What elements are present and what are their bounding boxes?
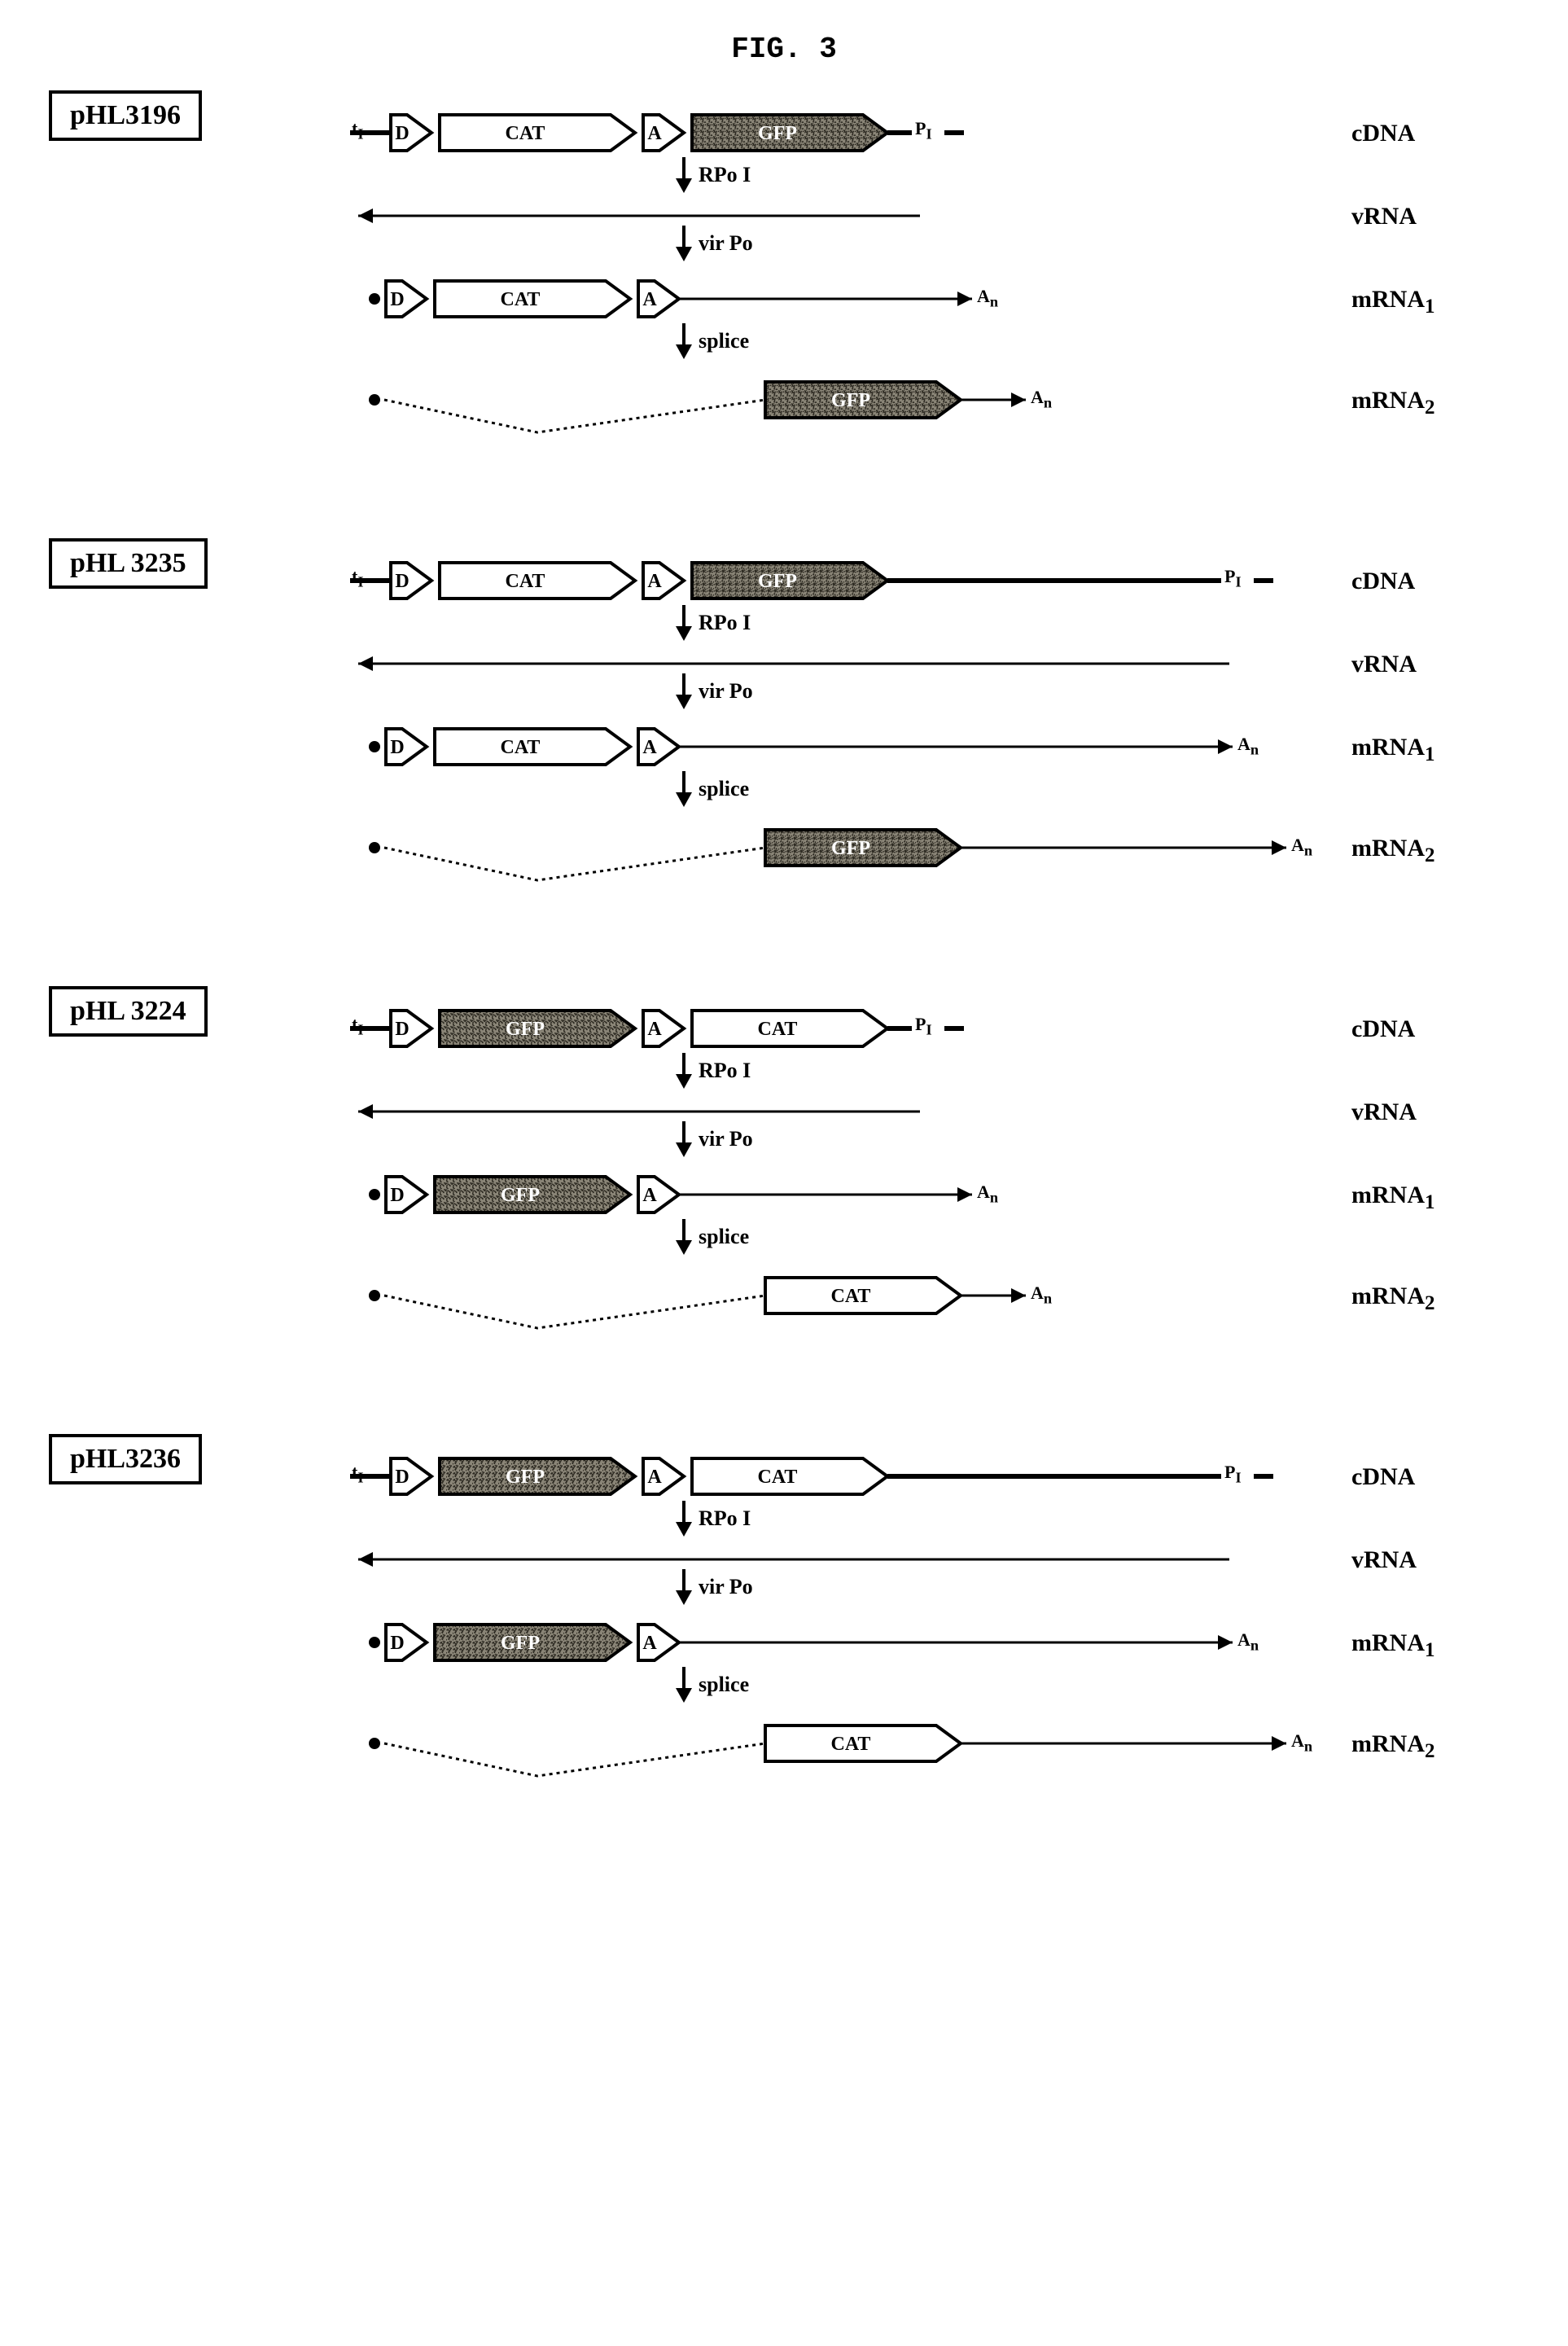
svg-text:D: D [390, 1185, 404, 1206]
construct-name-box: pHL3236 [49, 1434, 202, 1484]
svg-text:A: A [647, 1467, 662, 1488]
svg-text:CAT: CAT [758, 1019, 798, 1040]
label-mrna1: mRNA1 [1351, 734, 1435, 766]
svg-text:GFP: GFP [758, 123, 797, 144]
svg-text:GFP: GFP [501, 1633, 540, 1654]
svg-text:splice: splice [699, 329, 749, 353]
label-cdna: cDNA [1351, 568, 1415, 595]
label-cdna: cDNA [1351, 1463, 1415, 1491]
label-mrna2: mRNA2 [1351, 835, 1435, 867]
construct-diagram: tIDGFPACATPIRPo Ivir PoDGFPAAnspliceCATA… [342, 986, 1319, 1336]
label-vrna: vRNA [1351, 651, 1417, 678]
svg-text:A: A [647, 1019, 662, 1040]
svg-text:D: D [395, 571, 409, 592]
construct-name-box: pHL 3224 [49, 986, 208, 1037]
svg-text:A: A [642, 737, 657, 758]
label-vrna: vRNA [1351, 203, 1417, 230]
svg-text:vir Po: vir Po [699, 679, 753, 703]
constructs-container: pHL3196tIDCATAGFPPIRPo Ivir PoDCATAAnspl… [49, 90, 1519, 1784]
svg-text:splice: splice [699, 777, 749, 800]
svg-text:CAT: CAT [758, 1467, 798, 1488]
svg-text:D: D [395, 1467, 409, 1488]
svg-text:RPo I: RPo I [699, 1506, 751, 1530]
svg-text:RPo I: RPo I [699, 1059, 751, 1082]
svg-text:CAT: CAT [831, 1734, 871, 1755]
label-mrna1: mRNA1 [1351, 286, 1435, 318]
svg-text:vir Po: vir Po [699, 1127, 753, 1151]
construct-pHL 3224: pHL 3224tIDGFPACATPIRPo Ivir PoDGFPAAnsp… [49, 986, 1519, 1336]
svg-text:A: A [642, 289, 657, 310]
construct-pHL3236: pHL3236tIDGFPACATPIRPo Ivir PoDGFPAAnspl… [49, 1434, 1519, 1784]
svg-text:splice: splice [699, 1225, 749, 1248]
construct-diagram: tIDCATAGFPPIRPo Ivir PoDCATAAnspliceGFPA… [342, 90, 1319, 441]
svg-text:CAT: CAT [506, 571, 545, 592]
construct-diagram: tIDGFPACATPIRPo Ivir PoDGFPAAnspliceCATA… [342, 1434, 1319, 1784]
svg-text:vir Po: vir Po [699, 1575, 753, 1598]
label-cdna: cDNA [1351, 120, 1415, 147]
construct-diagram: tIDCATAGFPPIRPo Ivir PoDCATAAnspliceGFPA… [342, 538, 1319, 888]
svg-text:CAT: CAT [501, 737, 541, 758]
svg-text:RPo I: RPo I [699, 611, 751, 634]
label-mrna2: mRNA2 [1351, 1730, 1435, 1763]
svg-text:D: D [390, 289, 404, 310]
svg-text:vir Po: vir Po [699, 231, 753, 255]
svg-text:A: A [642, 1633, 657, 1654]
construct-name-box: pHL 3235 [49, 538, 208, 589]
svg-text:RPo I: RPo I [699, 163, 751, 186]
svg-text:GFP: GFP [506, 1019, 545, 1040]
label-vrna: vRNA [1351, 1546, 1417, 1574]
svg-text:GFP: GFP [506, 1467, 545, 1488]
svg-text:CAT: CAT [506, 123, 545, 144]
construct-name-box: pHL3196 [49, 90, 202, 141]
label-mrna2: mRNA2 [1351, 1283, 1435, 1315]
svg-text:A: A [647, 123, 662, 144]
svg-text:CAT: CAT [831, 1286, 871, 1307]
label-cdna: cDNA [1351, 1015, 1415, 1043]
svg-text:GFP: GFP [831, 838, 870, 859]
svg-text:D: D [390, 1633, 404, 1654]
svg-text:GFP: GFP [831, 390, 870, 411]
svg-text:splice: splice [699, 1673, 749, 1696]
label-vrna: vRNA [1351, 1098, 1417, 1126]
svg-text:CAT: CAT [501, 289, 541, 310]
svg-text:D: D [395, 1019, 409, 1040]
label-mrna2: mRNA2 [1351, 387, 1435, 419]
figure-title: FIG. 3 [49, 33, 1519, 66]
label-mrna1: mRNA1 [1351, 1629, 1435, 1662]
svg-text:GFP: GFP [758, 571, 797, 592]
svg-text:D: D [390, 737, 404, 758]
svg-text:GFP: GFP [501, 1185, 540, 1206]
svg-text:D: D [395, 123, 409, 144]
construct-pHL3196: pHL3196tIDCATAGFPPIRPo Ivir PoDCATAAnspl… [49, 90, 1519, 441]
construct-pHL 3235: pHL 3235tIDCATAGFPPIRPo Ivir PoDCATAAnsp… [49, 538, 1519, 888]
label-mrna1: mRNA1 [1351, 1182, 1435, 1214]
svg-text:A: A [647, 571, 662, 592]
svg-text:A: A [642, 1185, 657, 1206]
